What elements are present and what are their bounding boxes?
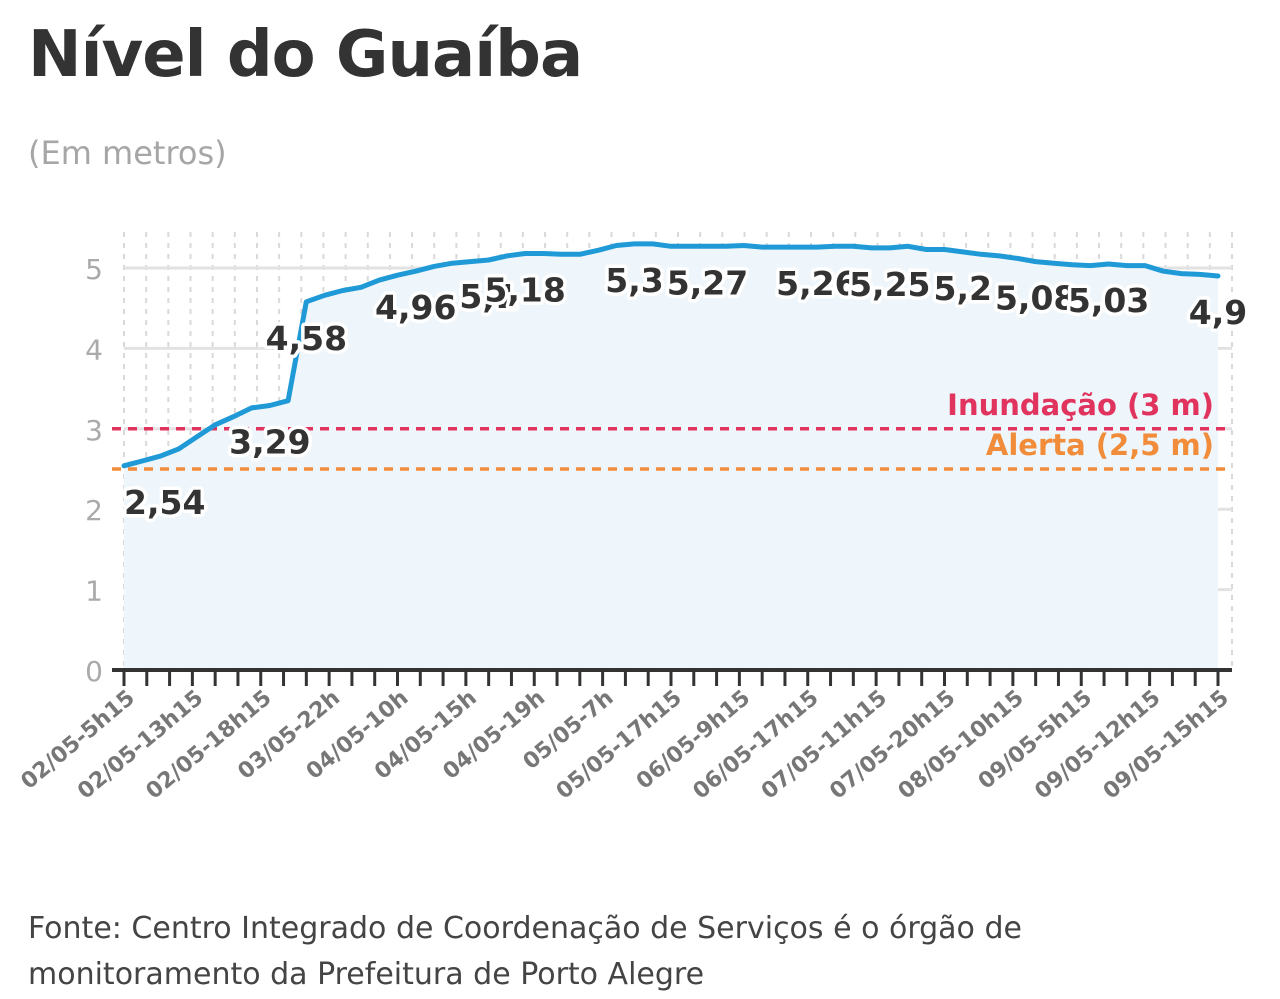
x-tick-label: 09/05-15h15: [1099, 685, 1234, 804]
source-line-1: Fonte: Centro Integrado de Coordenação d…: [28, 911, 1022, 946]
x-tick-label: 02/05-5h15: [17, 685, 140, 794]
x-tick-label: 06/05-17h15: [689, 685, 824, 804]
data-label: 4,9: [1189, 293, 1247, 332]
data-label: 5,03: [1068, 281, 1149, 320]
data-label: 3,29: [229, 422, 310, 461]
y-tick-label: 4: [85, 333, 103, 366]
area-fill: [124, 243, 1218, 670]
data-label: 5,1: [459, 277, 517, 316]
y-tick-label: 3: [85, 414, 103, 447]
chart-subtitle: (Em metros): [28, 134, 227, 172]
series-line: [121, 241, 1221, 469]
data-label: 5,25: [849, 265, 930, 304]
alert-threshold-label: Alerta (2,5 m): [986, 428, 1214, 462]
data-label: 5,18: [484, 271, 565, 310]
x-tick-label: 09/05-12h15: [1030, 685, 1165, 804]
data-label: 5,08: [995, 279, 1076, 318]
x-tick-label: 07/05-11h15: [757, 685, 892, 804]
data-label: 4,96: [375, 288, 456, 327]
y-tick-label: 1: [85, 575, 103, 608]
y-tick-label: 2: [85, 494, 103, 527]
data-label: 5,26: [776, 264, 857, 303]
data-label: 4,58: [266, 319, 347, 358]
x-tick-label: 05/05-17h15: [552, 685, 687, 804]
data-label: 5,27: [667, 263, 748, 302]
data-label: 5,2: [933, 269, 991, 308]
x-tick-label: 07/05-20h15: [825, 685, 960, 804]
x-tick-label: 08/05-10h15: [894, 685, 1029, 804]
y-tick-label: 0: [85, 655, 103, 688]
y-tick-label: 5: [85, 253, 103, 286]
source-line-2: monitoramento da Prefeitura de Porto Ale…: [28, 957, 705, 992]
x-tick-label: 02/05-18h15: [142, 685, 277, 804]
x-tick-label: 02/05-13h15: [73, 685, 208, 804]
chart-title: Nível do Guaíba: [28, 18, 583, 92]
data-label: 5,3: [605, 261, 663, 300]
flood-threshold-label: Inundação (3 m): [947, 388, 1214, 422]
source-note: Fonte: Centro Integrado de Coordenação d…: [28, 906, 1248, 998]
line-chart: 0 1 2 3 4 5 Inundação (3 m) Alerta (2,5 m) 02/05…: [17, 232, 1251, 804]
data-label: 2,54: [124, 483, 205, 522]
